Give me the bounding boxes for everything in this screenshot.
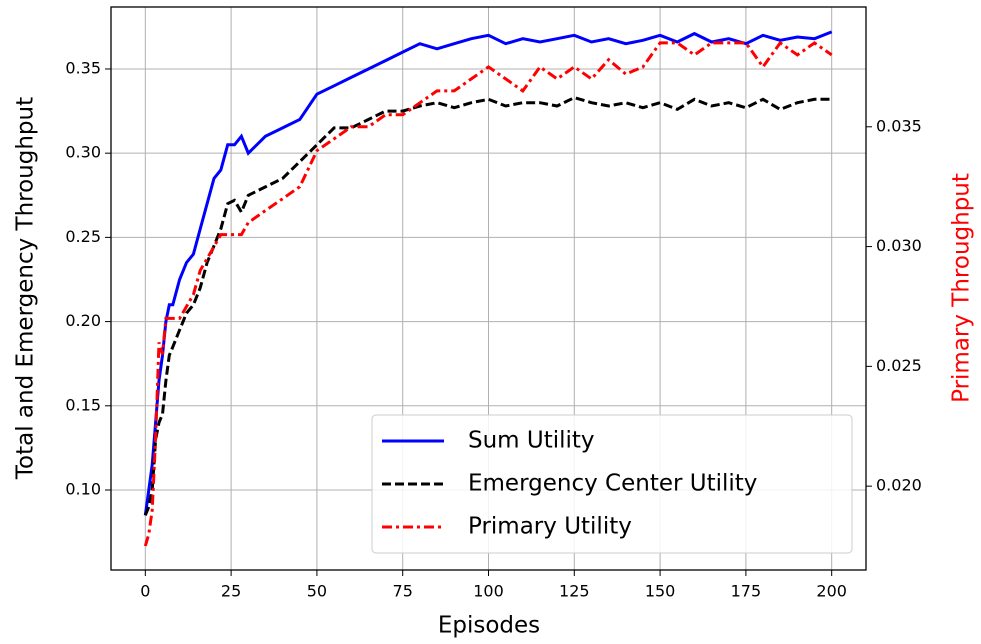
x-tick-label: 175 [731,582,762,601]
legend-label: Primary Utility [468,514,632,540]
y-tick-label: 0.25 [65,227,101,246]
x-tick-label: 75 [393,582,413,601]
plot-frame [110,6,867,571]
x-tick-label: 200 [816,582,847,601]
data-line [143,95,832,516]
y2-tick-label: 0.020 [876,476,922,495]
y-tick-label: 0.30 [65,143,101,162]
x-tick-label: 50 [307,582,327,601]
x-tick-label: 0 [140,582,150,601]
y2-axis-label: Primary Throughput [949,173,975,403]
y2-tick-label: 0.025 [876,356,922,375]
legend-box [371,414,853,554]
legend: Sum Utility Emergency Center Utility Prima… [371,414,853,554]
y-tick-label: 0.20 [65,311,101,330]
x-tick-label: 100 [473,582,504,601]
x-tick-label: 125 [559,582,590,601]
legend-label: Sum Utility [468,428,595,454]
y2-tick-label: 0.030 [876,236,922,255]
data-line [143,30,833,516]
y-tick-label: 0.15 [65,395,101,414]
x-axis-label: Episodes [438,613,540,639]
x-tick-label: 150 [645,582,676,601]
y-axis-label: Total and Emergency Throughput [13,97,39,480]
y2-tick-label: 0.035 [876,116,922,135]
y-tick-label: 0.10 [65,480,101,499]
y-tick-label: 0.35 [65,58,101,77]
x-tick-label: 25 [221,582,241,601]
data-line [143,40,833,547]
legend-label: Emergency Center Utility [468,471,757,497]
